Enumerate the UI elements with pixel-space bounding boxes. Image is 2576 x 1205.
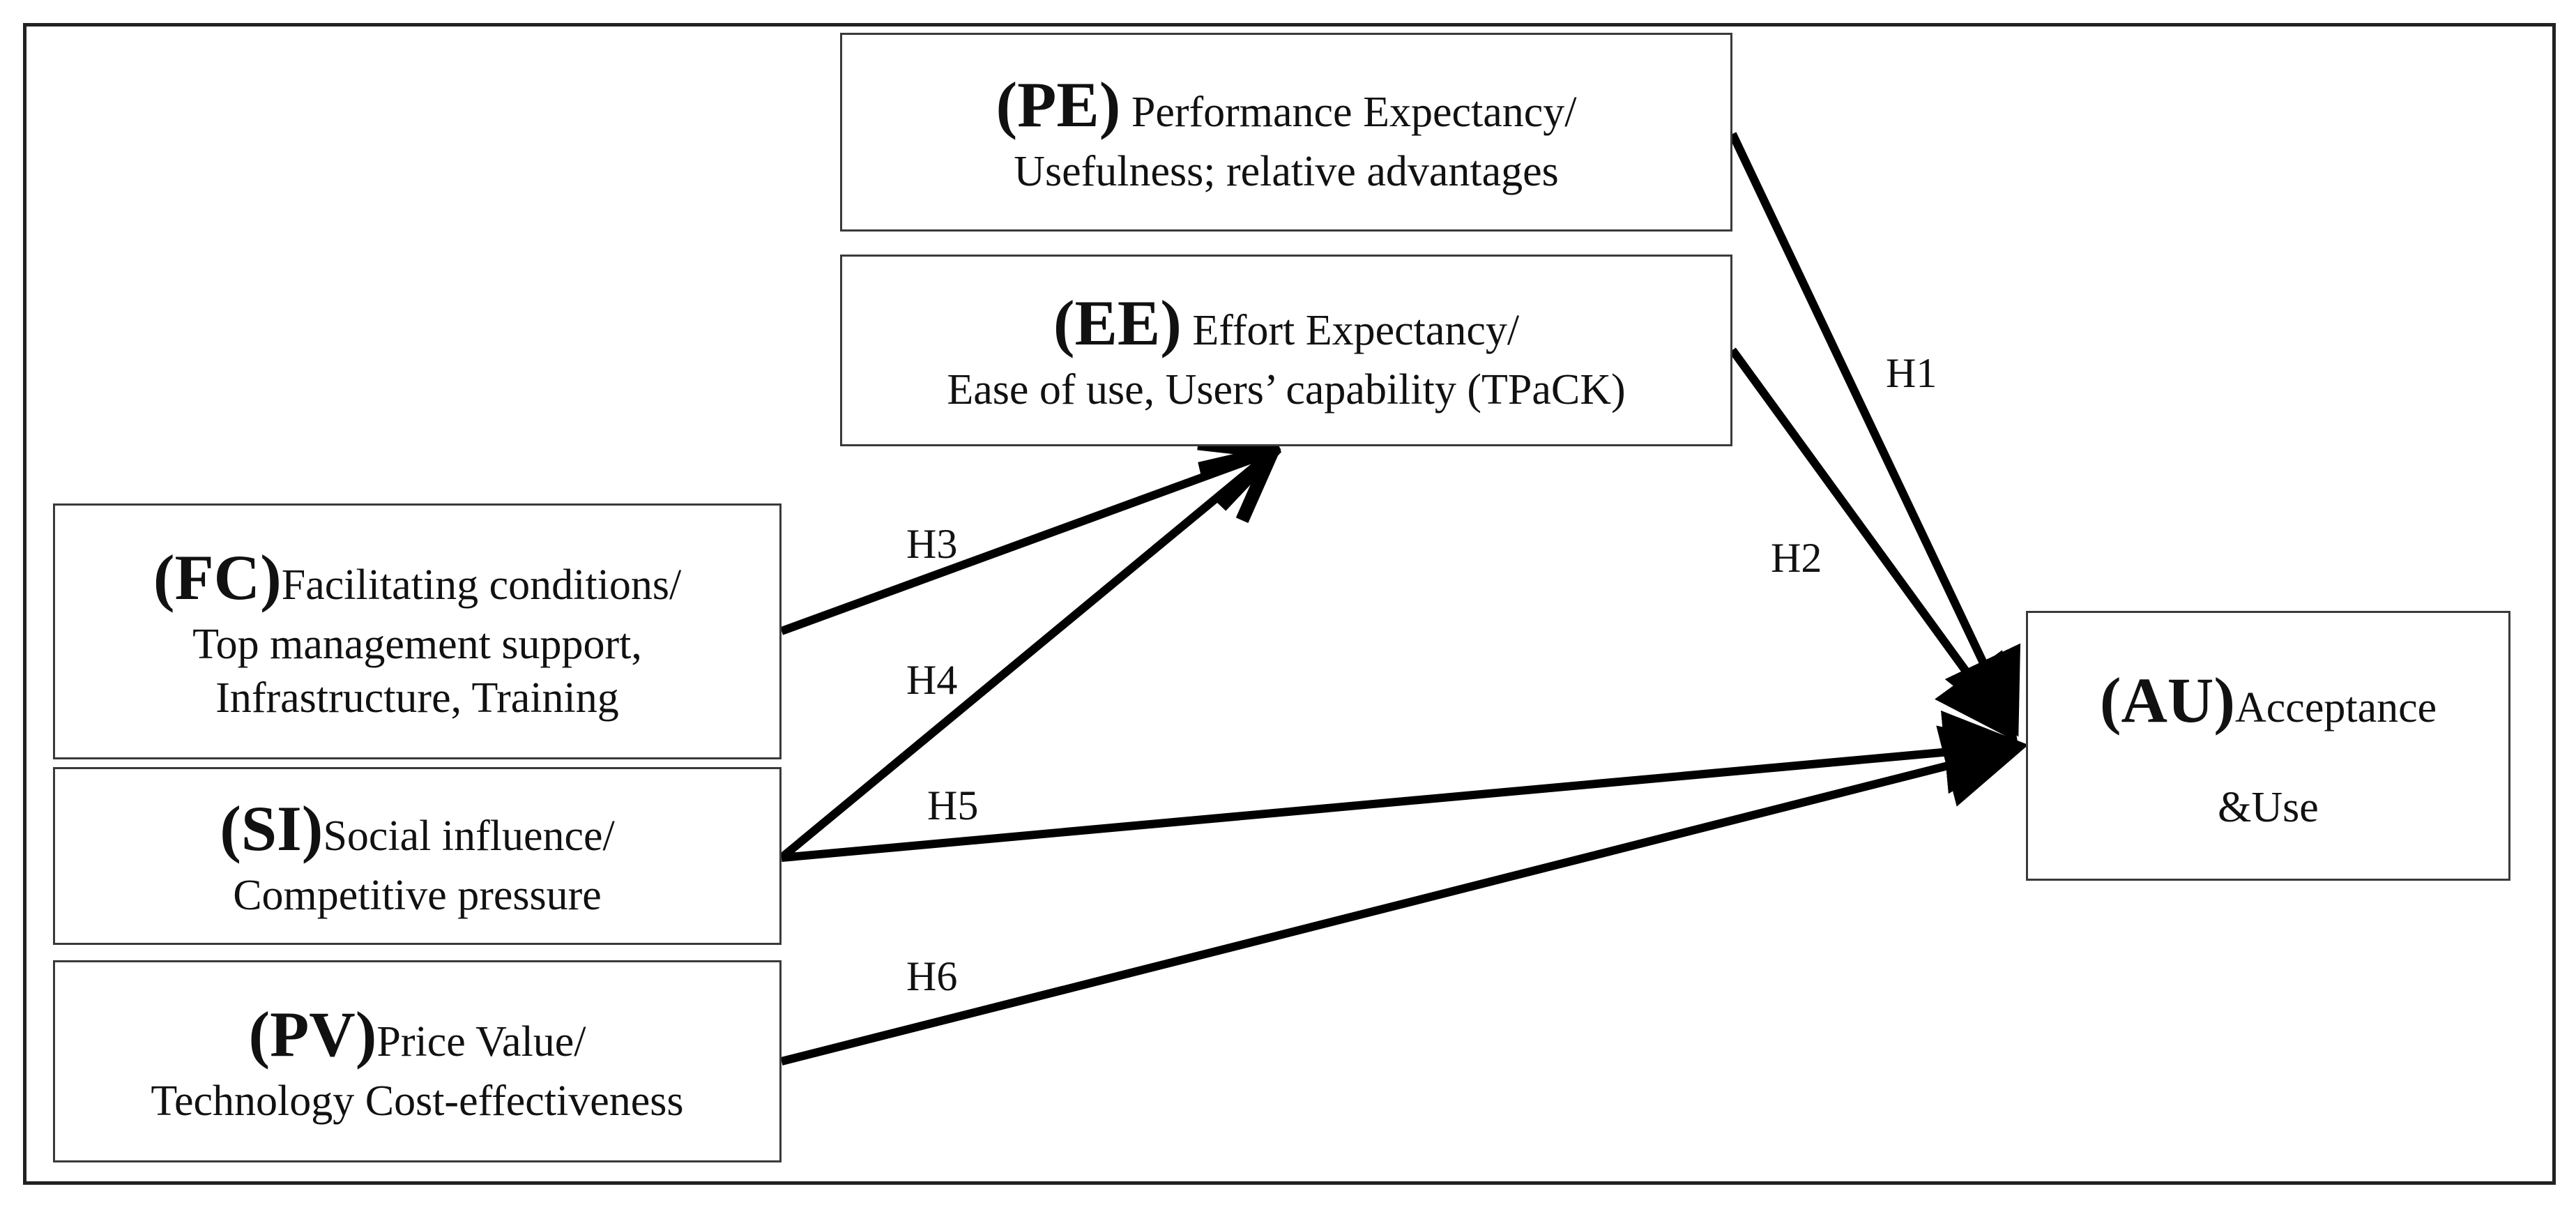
pe-subtitle: Usefulness; relative advantages	[1014, 148, 1559, 196]
arrow-h5	[781, 710, 2028, 862]
au-code: (AU)	[2099, 665, 2236, 736]
fc-subtitle-2: Infrastructure, Training	[215, 674, 619, 722]
pv-title: Price Value/	[376, 1017, 586, 1066]
label-h2: H2	[1771, 535, 1822, 581]
arrow-h1	[1728, 132, 2021, 737]
diagram-frame	[23, 23, 2556, 1185]
fc-code: (FC)	[153, 541, 282, 613]
pe-code: (PE)	[996, 69, 1121, 141]
ee-line-1: (EE) Effort Expectancy/	[1053, 283, 1519, 363]
au-subtitle: &Use	[2218, 783, 2319, 831]
ee-subtitle: Ease of use, Users’ capability (TPaCK)	[947, 366, 1626, 414]
label-h5: H5	[927, 782, 978, 828]
fc-title: Facilitating conditions/	[281, 561, 682, 609]
arrow-h6	[780, 725, 2028, 1066]
si-title: Social influence/	[323, 812, 615, 861]
pv-code: (PV)	[248, 998, 377, 1070]
effort-expectancy-box: (EE) Effort Expectancy/ Ease of use, Use…	[840, 255, 1732, 446]
label-h3: H3	[906, 521, 957, 567]
pv-subtitle: Technology Cost-effectiveness	[151, 1077, 684, 1125]
price-value-box: (PV)Price Value/ Technology Cost-effecti…	[53, 960, 782, 1162]
arrow-h2	[1729, 347, 2018, 743]
fc-line-1: (FC)Facilitating conditions/	[153, 538, 681, 618]
label-h1: H1	[1886, 350, 1937, 396]
pv-line-1: (PV)Price Value/	[248, 994, 586, 1075]
performance-expectancy-box: (PE) Performance Expectancy/ Usefulness;…	[840, 33, 1732, 232]
label-h6: H6	[906, 953, 957, 999]
si-subtitle: Competitive pressure	[233, 872, 602, 920]
label-h4: H4	[906, 657, 957, 703]
facilitating-conditions-box: (FC)Facilitating conditions/ Top managem…	[53, 503, 782, 759]
si-line-1: (SI)Social influence/	[220, 789, 615, 869]
pe-line-1: (PE) Performance Expectancy/	[996, 65, 1577, 145]
acceptance-use-box: (AU)Acceptance &Use	[2026, 611, 2510, 881]
arrow-h3	[779, 452, 1272, 635]
au-line-1: (AU)Acceptance	[2100, 649, 2437, 752]
pe-title: Performance Expectancy/	[1131, 89, 1577, 137]
fc-subtitle-1: Top management support,	[192, 620, 642, 668]
au-title: Acceptance	[2235, 684, 2437, 732]
arrow-h4	[779, 452, 1272, 861]
ee-title: Effort Expectancy/	[1192, 307, 1520, 355]
ee-code: (EE)	[1053, 287, 1182, 359]
si-code: (SI)	[220, 793, 323, 865]
social-influence-box: (SI)Social influence/ Competitive pressu…	[53, 767, 782, 945]
